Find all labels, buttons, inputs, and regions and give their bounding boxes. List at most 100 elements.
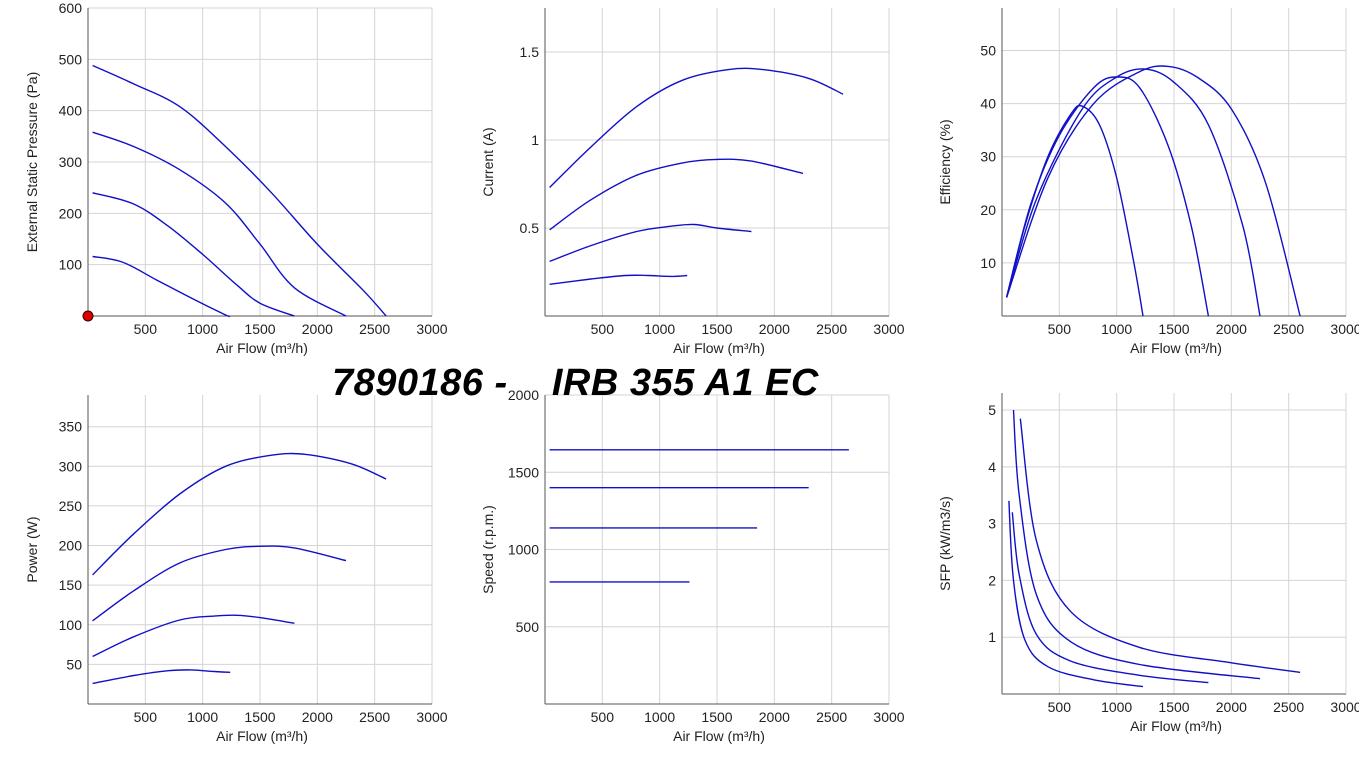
x-axis-label: Air Flow (m³/h) bbox=[216, 728, 308, 744]
series-line bbox=[92, 131, 347, 317]
x-tick-label: 1500 bbox=[244, 709, 275, 725]
y-tick-label: 40 bbox=[980, 96, 996, 112]
x-tick-label: 2500 bbox=[1273, 699, 1304, 715]
x-tick-label: 1500 bbox=[1158, 699, 1189, 715]
series-line bbox=[1011, 512, 1209, 684]
series-line bbox=[1012, 409, 1261, 680]
y-tick-label: 5 bbox=[988, 402, 996, 418]
chart-1: 500 1000 1500 2000 2500 3000 100 200 300 400 500 60… bbox=[24, 0, 448, 356]
x-tick-label: 1000 bbox=[1101, 699, 1132, 715]
y-tick-label: 2000 bbox=[508, 387, 539, 403]
x-axis-label: Air Flow (m³/h) bbox=[216, 340, 308, 356]
x-tick-label: 2000 bbox=[759, 321, 790, 337]
y-tick-label: 600 bbox=[59, 0, 83, 16]
page-title: 7890186 - IRB 355 A1 EC bbox=[332, 362, 819, 404]
y-tick-label: 3 bbox=[988, 516, 996, 532]
y-tick-label: 20 bbox=[980, 202, 996, 218]
x-tick-label: 2500 bbox=[816, 321, 847, 337]
series-line bbox=[1005, 104, 1144, 317]
x-tick-label: 1500 bbox=[244, 321, 275, 337]
series-line bbox=[549, 223, 752, 263]
y-axis-label: Speed (r.p.m.) bbox=[480, 505, 496, 594]
y-tick-label: 500 bbox=[59, 51, 83, 67]
y-tick-label: 1 bbox=[531, 132, 539, 148]
series-line bbox=[92, 255, 231, 318]
series-line bbox=[549, 158, 804, 231]
x-tick-label: 1000 bbox=[1101, 321, 1132, 337]
x-tick-label: 3000 bbox=[416, 321, 447, 337]
chart-4: 500 1000 1500 2000 2500 3000 50 100 150 200 250 300… bbox=[24, 395, 448, 744]
y-axis-label: SFP (kW/m3/s) bbox=[937, 496, 953, 591]
series-line bbox=[92, 452, 387, 576]
y-tick-label: 50 bbox=[66, 656, 82, 672]
y-tick-label: 300 bbox=[59, 154, 83, 170]
x-tick-label: 1500 bbox=[701, 709, 732, 725]
x-tick-label: 2500 bbox=[359, 709, 390, 725]
x-tick-label: 2000 bbox=[1216, 321, 1247, 337]
y-tick-label: 100 bbox=[59, 257, 83, 273]
x-tick-label: 1000 bbox=[644, 709, 675, 725]
x-tick-label: 3000 bbox=[873, 709, 904, 725]
series-line bbox=[1008, 500, 1144, 688]
y-tick-label: 0.5 bbox=[520, 220, 540, 236]
y-tick-label: 300 bbox=[59, 458, 83, 474]
series-line bbox=[549, 274, 688, 285]
y-tick-label: 150 bbox=[59, 577, 83, 593]
series-line bbox=[92, 614, 295, 658]
x-tick-label: 2500 bbox=[359, 321, 390, 337]
x-tick-label: 500 bbox=[134, 709, 158, 725]
x-axis-label: Air Flow (m³/h) bbox=[1130, 718, 1222, 734]
x-tick-label: 500 bbox=[591, 709, 615, 725]
y-tick-label: 2 bbox=[988, 572, 996, 588]
x-tick-label: 1000 bbox=[187, 321, 218, 337]
series-line bbox=[1005, 68, 1261, 317]
series-line bbox=[92, 545, 347, 622]
x-tick-label: 2000 bbox=[302, 709, 333, 725]
chart-6: 500 1000 1500 2000 2500 3000 1 2 3 4 5 Air Flow (m³… bbox=[937, 393, 1359, 734]
x-tick-label: 500 bbox=[591, 321, 615, 337]
y-tick-label: 400 bbox=[59, 103, 83, 119]
x-tick-label: 500 bbox=[134, 321, 158, 337]
x-tick-label: 2500 bbox=[1273, 321, 1304, 337]
y-tick-label: 30 bbox=[980, 149, 996, 165]
y-tick-label: 200 bbox=[59, 205, 83, 221]
x-tick-label: 2000 bbox=[302, 321, 333, 337]
chart-3: 500 1000 1500 2000 2500 3000 10 20 30 40 50 Air Flo… bbox=[937, 8, 1359, 356]
series-line bbox=[92, 669, 231, 685]
x-axis-label: Air Flow (m³/h) bbox=[673, 340, 765, 356]
series-line bbox=[549, 67, 844, 189]
y-tick-label: 1000 bbox=[508, 542, 539, 558]
y-tick-label: 10 bbox=[980, 255, 996, 271]
y-tick-label: 1.5 bbox=[520, 44, 540, 60]
series-line bbox=[92, 64, 387, 317]
series-line bbox=[92, 192, 295, 317]
chart-2: 500 1000 1500 2000 2500 3000 0.5 1 1.5 Air Flow (… bbox=[480, 8, 905, 356]
y-tick-label: 1 bbox=[988, 629, 996, 645]
x-tick-label: 2000 bbox=[759, 709, 790, 725]
y-tick-label: 500 bbox=[516, 619, 540, 635]
operating-point-marker bbox=[82, 310, 94, 322]
x-tick-label: 3000 bbox=[1330, 321, 1359, 337]
x-tick-label: 500 bbox=[1048, 321, 1072, 337]
x-tick-label: 1000 bbox=[644, 321, 675, 337]
y-axis-label: Current (A) bbox=[480, 127, 496, 196]
chart-5: 500 1000 1500 2000 2500 3000 500 1000 1500 2000 Ai… bbox=[480, 387, 905, 744]
y-tick-label: 1500 bbox=[508, 464, 539, 480]
y-tick-label: 250 bbox=[59, 498, 83, 514]
x-tick-label: 3000 bbox=[416, 709, 447, 725]
y-tick-label: 350 bbox=[59, 419, 83, 435]
x-tick-label: 3000 bbox=[873, 321, 904, 337]
y-tick-label: 200 bbox=[59, 538, 83, 554]
x-axis-label: Air Flow (m³/h) bbox=[673, 728, 765, 744]
y-axis-label: External Static Pressure (Pa) bbox=[24, 72, 40, 253]
x-axis-label: Air Flow (m³/h) bbox=[1130, 340, 1222, 356]
x-tick-label: 1500 bbox=[701, 321, 732, 337]
y-tick-label: 4 bbox=[988, 459, 996, 475]
y-tick-label: 100 bbox=[59, 617, 83, 633]
series-line bbox=[1005, 65, 1301, 317]
y-axis-label: Efficiency (%) bbox=[937, 119, 953, 204]
x-tick-label: 2500 bbox=[816, 709, 847, 725]
y-tick-label: 50 bbox=[980, 42, 996, 58]
x-tick-label: 1500 bbox=[1158, 321, 1189, 337]
